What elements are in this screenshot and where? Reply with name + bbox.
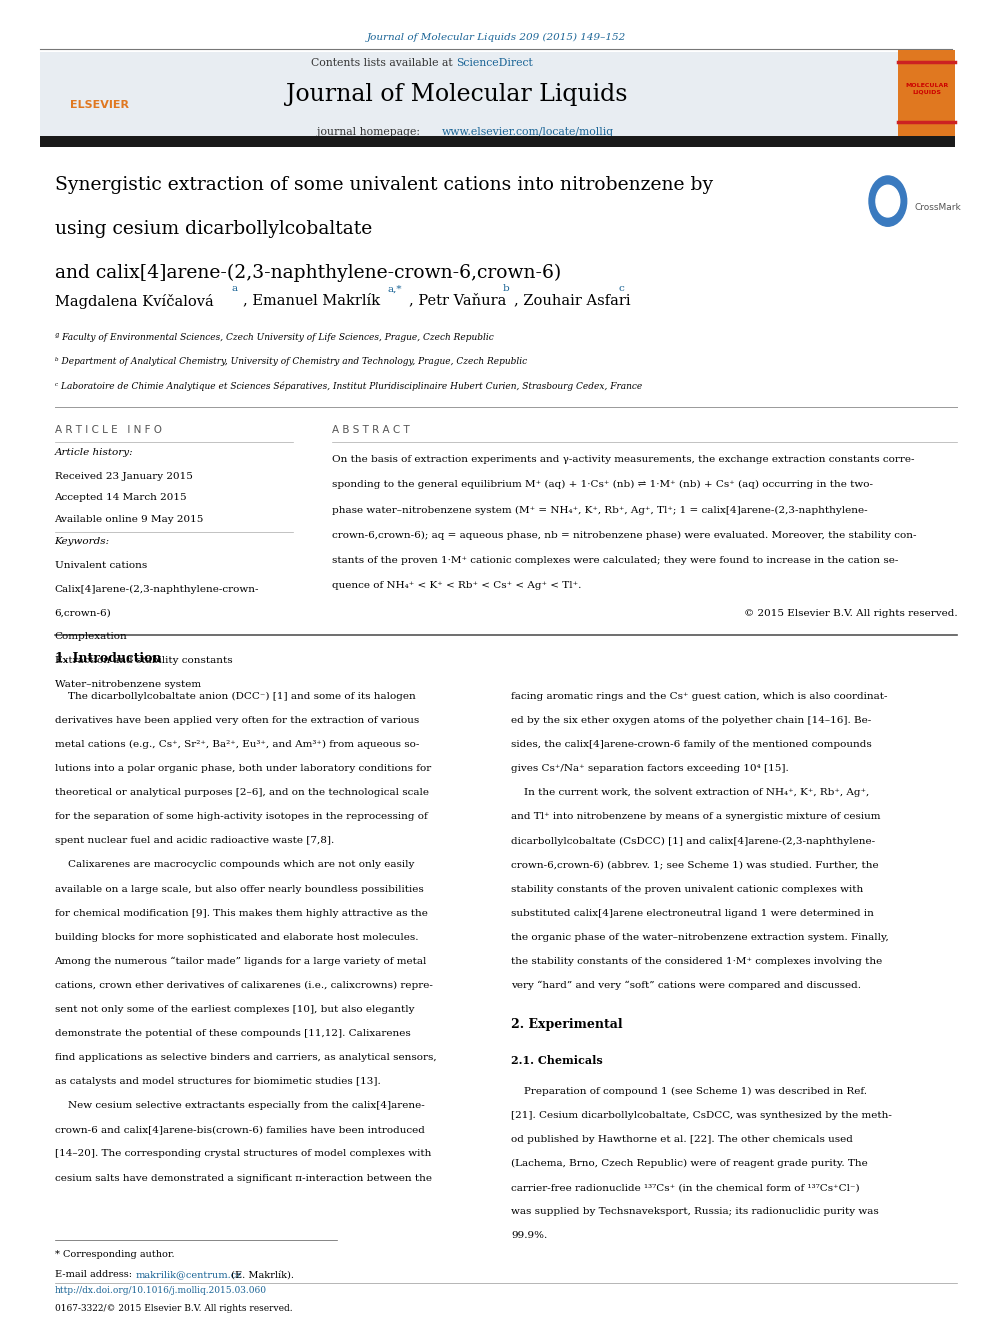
Text: Accepted 14 March 2015: Accepted 14 March 2015 [55, 493, 187, 503]
Text: Preparation of compound 1 (see Scheme 1) was described in Ref.: Preparation of compound 1 (see Scheme 1)… [511, 1088, 867, 1095]
Text: a,*: a,* [388, 284, 403, 294]
Text: , Emanuel Makrlík: , Emanuel Makrlík [243, 294, 385, 308]
Text: sent not only some of the earliest complexes [10], but also elegantly: sent not only some of the earliest compl… [55, 1005, 414, 1013]
Text: 6,crown-6): 6,crown-6) [55, 609, 111, 618]
Text: sponding to the general equilibrium M⁺ (aq) + 1·Cs⁺ (nb) ⇌ 1·M⁺ (nb) + Cs⁺ (aq) : sponding to the general equilibrium M⁺ (… [332, 480, 873, 490]
Text: carrier-free radionuclide ¹³⁷Cs⁺ (in the chemical form of ¹³⁷Cs⁺Cl⁻): carrier-free radionuclide ¹³⁷Cs⁺ (in the… [511, 1183, 859, 1192]
Text: 2.1. Chemicals: 2.1. Chemicals [511, 1056, 602, 1066]
Text: © 2015 Elsevier B.V. All rights reserved.: © 2015 Elsevier B.V. All rights reserved… [744, 609, 957, 618]
Text: ELSEVIER: ELSEVIER [69, 99, 129, 110]
Text: The dicarbollylcobaltate anion (DCC⁻) [1] and some of its halogen: The dicarbollylcobaltate anion (DCC⁻) [1… [55, 692, 416, 701]
Text: www.elsevier.com/locate/molliq: www.elsevier.com/locate/molliq [441, 127, 614, 138]
Text: available on a large scale, but also offer nearly boundless possibilities: available on a large scale, but also off… [55, 885, 424, 893]
Text: Among the numerous “tailor made” ligands for a large variety of metal: Among the numerous “tailor made” ligands… [55, 957, 427, 966]
Text: Water–nitrobenzene system: Water–nitrobenzene system [55, 680, 200, 689]
Text: ed by the six ether oxygen atoms of the polyether chain [14–16]. Be-: ed by the six ether oxygen atoms of the … [511, 716, 871, 725]
Text: very “hard” and very “soft” cations were compared and discussed.: very “hard” and very “soft” cations were… [511, 980, 861, 990]
Text: 99.9%.: 99.9%. [511, 1232, 548, 1241]
Text: ᵇ Department of Analytical Chemistry, University of Chemistry and Technology, Pr: ᵇ Department of Analytical Chemistry, Un… [55, 357, 527, 366]
Text: (E. Makrlík).: (E. Makrlík). [228, 1270, 295, 1279]
Text: phase water–nitrobenzene system (M⁺ = NH₄⁺, K⁺, Rb⁺, Ag⁺, Tl⁺; 1 = calix[4]arene: phase water–nitrobenzene system (M⁺ = NH… [332, 505, 868, 515]
Text: crown-6 and calix[4]arene-bis(crown-6) families have been introduced: crown-6 and calix[4]arene-bis(crown-6) f… [55, 1126, 425, 1134]
Text: the organic phase of the water–nitrobenzene extraction system. Finally,: the organic phase of the water–nitrobenz… [511, 933, 889, 942]
Text: , Zouhair Asfari: , Zouhair Asfari [514, 294, 635, 308]
Text: * Corresponding author.: * Corresponding author. [55, 1250, 175, 1259]
Text: substituted calix[4]arene electroneutral ligand 1 were determined in: substituted calix[4]arene electroneutral… [511, 909, 874, 918]
Text: In the current work, the solvent extraction of NH₄⁺, K⁺, Rb⁺, Ag⁺,: In the current work, the solvent extract… [511, 789, 869, 798]
Circle shape [876, 185, 900, 217]
Circle shape [869, 176, 907, 226]
Text: using cesium dicarbollylcobaltate: using cesium dicarbollylcobaltate [55, 220, 372, 238]
Text: ª Faculty of Environmental Sciences, Czech University of Life Sciences, Prague, : ª Faculty of Environmental Sciences, Cze… [55, 333, 493, 343]
Text: A R T I C L E   I N F O: A R T I C L E I N F O [55, 425, 162, 435]
Text: On the basis of extraction experiments and γ-activity measurements, the exchange: On the basis of extraction experiments a… [332, 455, 915, 464]
Text: Complexation: Complexation [55, 632, 127, 642]
Text: derivatives have been applied very often for the extraction of various: derivatives have been applied very often… [55, 716, 419, 725]
Text: spent nuclear fuel and acidic radioactive waste [7,8].: spent nuclear fuel and acidic radioactiv… [55, 836, 334, 845]
Text: for the separation of some high-activity isotopes in the reprocessing of: for the separation of some high-activity… [55, 812, 428, 822]
Text: 2. Experimental: 2. Experimental [511, 1019, 623, 1031]
Text: sides, the calix[4]arene-crown-6 family of the mentioned compounds: sides, the calix[4]arene-crown-6 family … [511, 740, 872, 749]
Text: was supplied by Techsnaveksport, Russia; its radionuclidic purity was: was supplied by Techsnaveksport, Russia;… [511, 1208, 879, 1216]
Text: CrossMark: CrossMark [915, 204, 961, 212]
Text: journal homepage:: journal homepage: [317, 127, 424, 138]
Text: New cesium selective extractants especially from the calix[4]arene-: New cesium selective extractants especia… [55, 1101, 425, 1110]
Text: E-mail address:: E-mail address: [55, 1270, 135, 1279]
Text: od published by Hawthorne et al. [22]. The other chemicals used: od published by Hawthorne et al. [22]. T… [511, 1135, 853, 1144]
Text: MOLECULAR
LIQUIDS: MOLECULAR LIQUIDS [905, 83, 948, 94]
Text: Magdalena Kvíčalová: Magdalena Kvíčalová [55, 294, 218, 308]
Text: http://dx.doi.org/10.1016/j.molliq.2015.03.060: http://dx.doi.org/10.1016/j.molliq.2015.… [55, 1286, 267, 1295]
Text: stability constants of the proven univalent cationic complexes with: stability constants of the proven unival… [511, 885, 863, 893]
Text: ScienceDirect: ScienceDirect [456, 58, 533, 69]
Text: as catalysts and model structures for biomimetic studies [13].: as catalysts and model structures for bi… [55, 1077, 380, 1086]
Text: dicarbollylcobaltate (CsDCC) [1] and calix[4]arene-(2,3-naphthylene-: dicarbollylcobaltate (CsDCC) [1] and cal… [511, 836, 875, 845]
Text: Calixarenes are macrocyclic compounds which are not only easily: Calixarenes are macrocyclic compounds wh… [55, 860, 414, 869]
Text: (Lachema, Brno, Czech Republic) were of reagent grade purity. The: (Lachema, Brno, Czech Republic) were of … [511, 1159, 868, 1168]
Text: makrilik@centrum.cz: makrilik@centrum.cz [136, 1270, 242, 1279]
FancyBboxPatch shape [40, 136, 955, 147]
Text: Article history:: Article history: [55, 448, 133, 458]
Text: lutions into a polar organic phase, both under laboratory conditions for: lutions into a polar organic phase, both… [55, 765, 431, 773]
Text: Keywords:: Keywords: [55, 537, 110, 546]
Text: cesium salts have demonstrated a significant π-interaction between the: cesium salts have demonstrated a signifi… [55, 1174, 432, 1183]
Text: find applications as selective binders and carriers, as analytical sensors,: find applications as selective binders a… [55, 1053, 436, 1062]
Text: ᶜ Laboratoire de Chimie Analytique et Sciences Séparatives, Institut Pluridiscip: ᶜ Laboratoire de Chimie Analytique et Sc… [55, 381, 642, 390]
Text: theoretical or analytical purposes [2–6], and on the technological scale: theoretical or analytical purposes [2–6]… [55, 789, 429, 798]
Text: demonstrate the potential of these compounds [11,12]. Calixarenes: demonstrate the potential of these compo… [55, 1029, 411, 1039]
Text: building blocks for more sophisticated and elaborate host molecules.: building blocks for more sophisticated a… [55, 933, 418, 942]
Text: [14–20]. The corresponding crystal structures of model complexes with: [14–20]. The corresponding crystal struc… [55, 1150, 431, 1159]
Text: cations, crown ether derivatives of calixarenes (i.e., calixcrowns) repre-: cations, crown ether derivatives of cali… [55, 980, 433, 990]
Text: crown-6,crown-6); aq = aqueous phase, nb = nitrobenzene phase) were evaluated. M: crown-6,crown-6); aq = aqueous phase, nb… [332, 531, 917, 540]
Text: and Tl⁺ into nitrobenzene by means of a synergistic mixture of cesium: and Tl⁺ into nitrobenzene by means of a … [511, 812, 880, 822]
Text: Contents lists available at: Contents lists available at [311, 58, 456, 69]
Text: Calix[4]arene-(2,3-naphthylene-crown-: Calix[4]arene-(2,3-naphthylene-crown- [55, 585, 259, 594]
Text: quence of NH₄⁺ < K⁺ < Rb⁺ < Cs⁺ < Ag⁺ < Tl⁺.: quence of NH₄⁺ < K⁺ < Rb⁺ < Cs⁺ < Ag⁺ < … [332, 581, 581, 590]
Text: Synergistic extraction of some univalent cations into nitrobenzene by: Synergistic extraction of some univalent… [55, 176, 712, 194]
Text: 1. Introduction: 1. Introduction [55, 652, 161, 665]
Text: b: b [503, 284, 510, 294]
Text: Journal of Molecular Liquids: Journal of Molecular Liquids [286, 83, 627, 106]
Text: gives Cs⁺/Na⁺ separation factors exceeding 10⁴ [15].: gives Cs⁺/Na⁺ separation factors exceedi… [511, 765, 789, 773]
Text: , Petr Vaňura: , Petr Vaňura [409, 294, 511, 308]
Text: [21]. Cesium dicarbollylcobaltate, CsDCC, was synthesized by the meth-: [21]. Cesium dicarbollylcobaltate, CsDCC… [511, 1111, 892, 1121]
Text: Univalent cations: Univalent cations [55, 561, 147, 570]
FancyBboxPatch shape [40, 52, 898, 136]
Text: Journal of Molecular Liquids 209 (2015) 149–152: Journal of Molecular Liquids 209 (2015) … [366, 33, 626, 42]
Text: crown-6,crown-6) (abbrev. 1; see Scheme 1) was studied. Further, the: crown-6,crown-6) (abbrev. 1; see Scheme … [511, 860, 879, 869]
FancyBboxPatch shape [898, 50, 955, 139]
Text: 0167-3322/© 2015 Elsevier B.V. All rights reserved.: 0167-3322/© 2015 Elsevier B.V. All right… [55, 1304, 293, 1314]
Text: for chemical modification [9]. This makes them highly attractive as the: for chemical modification [9]. This make… [55, 909, 428, 918]
Text: A B S T R A C T: A B S T R A C T [332, 425, 410, 435]
Text: c: c [618, 284, 624, 294]
Text: Available online 9 May 2015: Available online 9 May 2015 [55, 515, 204, 524]
Text: and calix[4]arene-(2,3-naphthylene-crown-6,crown-6): and calix[4]arene-(2,3-naphthylene-crown… [55, 263, 560, 282]
Text: facing aromatic rings and the Cs⁺ guest cation, which is also coordinat-: facing aromatic rings and the Cs⁺ guest … [511, 692, 888, 701]
Text: Received 23 January 2015: Received 23 January 2015 [55, 472, 192, 482]
Text: Extraction and stability constants: Extraction and stability constants [55, 656, 232, 665]
Text: a: a [231, 284, 237, 294]
Text: stants of the proven 1·M⁺ cationic complexes were calculated; they were found to: stants of the proven 1·M⁺ cationic compl… [332, 556, 899, 565]
Text: the stability constants of the considered 1·M⁺ complexes involving the: the stability constants of the considere… [511, 957, 882, 966]
Text: metal cations (e.g., Cs⁺, Sr²⁺, Ba²⁺, Eu³⁺, and Am³⁺) from aqueous so-: metal cations (e.g., Cs⁺, Sr²⁺, Ba²⁺, Eu… [55, 740, 419, 749]
